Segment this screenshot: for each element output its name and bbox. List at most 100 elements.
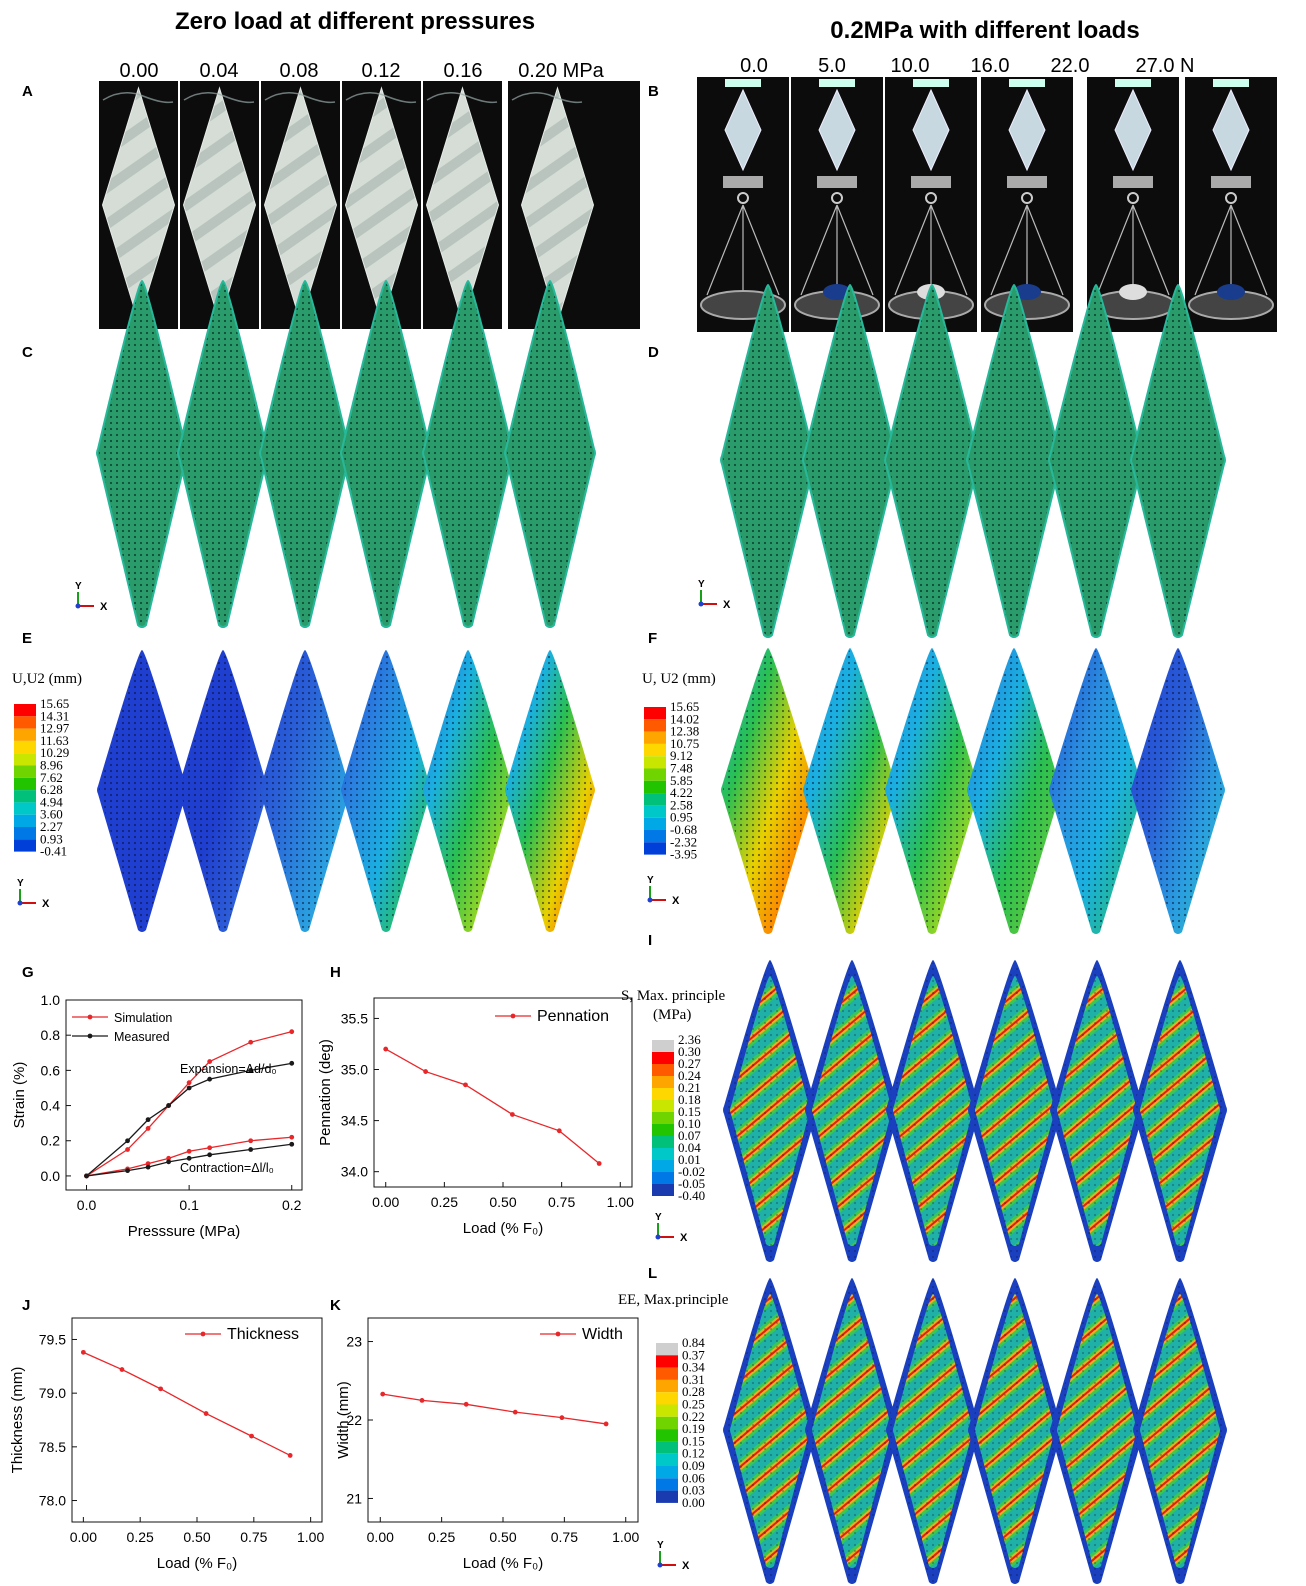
colorbar-label: -0.40: [678, 1188, 705, 1203]
clamp-top: [1009, 79, 1045, 87]
data-point: [383, 1046, 389, 1052]
wire: [706, 204, 780, 296]
pressure-label: 0.20 MPa: [518, 60, 604, 82]
series-line: [86, 1062, 292, 1177]
y-axis-label: Pennation (deg): [317, 1039, 334, 1146]
plot-frame: [65, 999, 303, 1191]
clamp-top: [1213, 79, 1249, 87]
legend-label: Pennation: [537, 1008, 609, 1025]
y-tick-label: 21: [346, 1490, 362, 1506]
colorbar-swatch: [644, 793, 666, 806]
colorbar-swatch: [652, 1064, 674, 1076]
data-point: [119, 1367, 125, 1372]
colorbar-swatch: [14, 728, 36, 741]
axis-triad: YX: [655, 1212, 688, 1244]
legend-marker: [87, 1033, 93, 1039]
legend-marker: [87, 1014, 93, 1020]
y-tick-label: 78.5: [39, 1439, 66, 1455]
colorbar-label: 6.28: [40, 782, 63, 797]
panel-f-contours: [721, 648, 1225, 934]
colorbar-label: 10.29: [40, 745, 69, 760]
clamp-bottom: [911, 176, 951, 188]
hook: [737, 192, 749, 204]
data-point: [596, 1161, 602, 1166]
data-point: [125, 1138, 130, 1144]
panel-letter-d: D: [648, 344, 659, 361]
panel-letter-i: I: [648, 932, 652, 949]
x-tick-label: 0.75: [551, 1529, 578, 1545]
header-left: Zero load at different pressures: [175, 8, 535, 35]
legend-label: Width: [582, 1326, 623, 1343]
hook: [1021, 192, 1033, 204]
weight: [1013, 284, 1041, 300]
stress-dots: [725, 962, 815, 1260]
load-labels: 0.0 5.0 10.0 16.0 22.0 27.0 N: [740, 55, 1194, 77]
tube: [102, 92, 174, 104]
tube: [426, 92, 498, 104]
colorbar-swatch: [14, 753, 36, 766]
colorbar-label: 14.02: [670, 711, 699, 726]
x-tick-label: 0.2: [282, 1197, 302, 1213]
weight: [1119, 284, 1147, 300]
colorbar-label: 0.10: [678, 1116, 701, 1131]
axis-y-label: Y: [647, 875, 654, 886]
colorbar-swatch: [644, 707, 666, 720]
x-axis-label: Load (% F₀): [463, 1555, 543, 1572]
axis-x-label: X: [680, 1232, 688, 1244]
data-point: [186, 1080, 192, 1086]
data-point: [186, 1085, 192, 1091]
colorbar-label: 0.28: [682, 1384, 705, 1399]
axis-triad: YX: [75, 581, 108, 613]
contour-dots: [723, 650, 813, 932]
tube: [345, 92, 417, 104]
colorbar-swatch: [656, 1355, 678, 1368]
tube: [183, 92, 255, 104]
mesh-dots: [343, 283, 429, 625]
colorbar-label: 12.97: [40, 721, 70, 736]
x-tick-label: 0.50: [489, 1529, 516, 1545]
contour-dots: [507, 652, 593, 930]
data-point: [207, 1076, 213, 1082]
load-label: 27.0 N: [1136, 55, 1195, 77]
axis-x-label: X: [682, 1560, 690, 1572]
legend-e-title: U,U2 (mm): [12, 671, 82, 687]
header-right: 0.2MPa with different loads: [830, 17, 1139, 44]
colorbar-swatch: [644, 842, 666, 855]
hook: [1225, 192, 1237, 204]
axis-triad: YX: [647, 875, 680, 907]
hook: [1127, 192, 1139, 204]
actuator-photo: [912, 88, 950, 172]
annotation-contraction: Contraction=Δl/l₀: [180, 1161, 274, 1175]
legend-e: U,U2 (mm) 15.6514.3112.9711.6310.298.967…: [12, 671, 82, 859]
colorbar-label: 14.31: [40, 708, 69, 723]
x-tick-label: 1.00: [607, 1194, 634, 1210]
mesh-dots: [180, 283, 266, 625]
series-line: [382, 1393, 607, 1425]
colorbar-label: 0.24: [678, 1068, 701, 1083]
data-point: [207, 1145, 213, 1151]
colorbar-label: 9.12: [670, 748, 693, 763]
contour-dots: [99, 652, 185, 930]
colorbar-label: 0.15: [678, 1104, 701, 1119]
panel-i-contours: [723, 960, 1227, 1262]
x-tick-label: 0.75: [548, 1194, 575, 1210]
colorbar-label: 0.34: [682, 1360, 705, 1375]
mesh-dots: [969, 287, 1059, 635]
clamp-top: [725, 79, 761, 87]
axis-x-label: X: [42, 898, 50, 910]
pressure-label: 0.00: [120, 60, 159, 82]
y-tick-label: 0.0: [41, 1168, 61, 1184]
colorbar-swatch: [656, 1466, 678, 1479]
colorbar-label: 11.63: [40, 733, 69, 748]
y-tick-label: 0.8: [41, 1027, 61, 1043]
chart-g: 0.0 0.1 0.2 0.0 0.2 0.4 0.6 0.8 1.0 Presssure (MP…: [11, 992, 303, 1240]
axis-y-label: Y: [657, 1540, 664, 1551]
x-tick-label: 0.50: [183, 1529, 210, 1545]
data-point: [289, 1060, 295, 1066]
colorbar-swatch: [14, 777, 36, 791]
mesh-dots: [507, 283, 593, 625]
colorbar-swatch: [14, 704, 36, 717]
colorbar-label: 12.38: [670, 724, 699, 739]
colorbar-swatch: [656, 1404, 678, 1417]
